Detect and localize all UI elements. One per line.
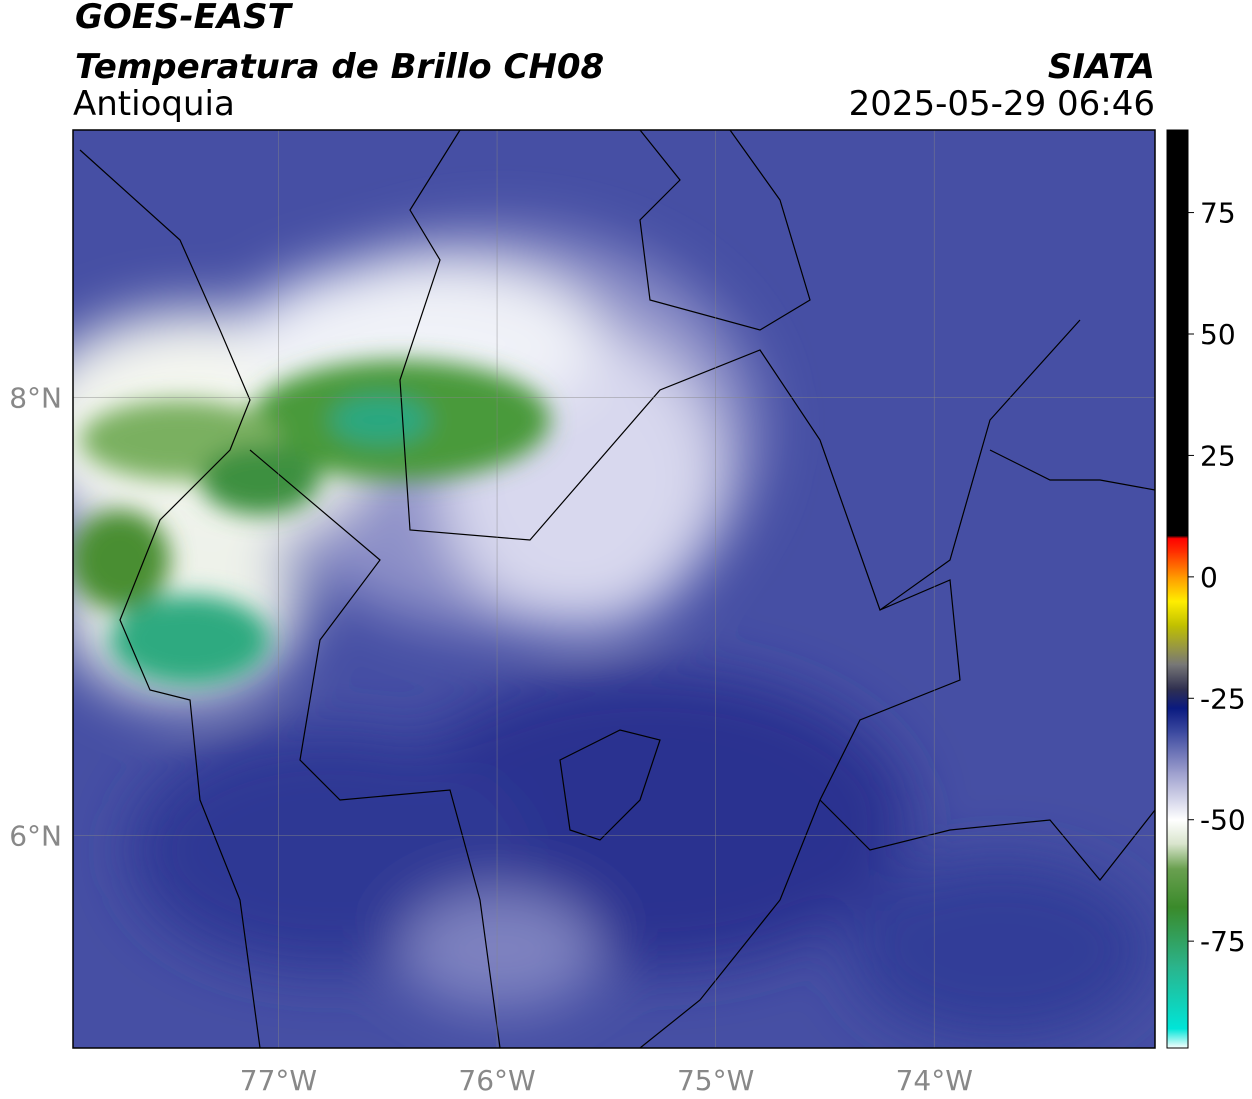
colorbar-segment (1167, 732, 1188, 772)
colorbar-tick-label: 75 (1200, 197, 1236, 230)
colorbar-tick-label: 25 (1200, 439, 1236, 472)
colorbar-frame (1166, 129, 1189, 1049)
datetime: 2025-05-29 06:46 (849, 84, 1155, 124)
colorbar-segment (1167, 965, 1188, 1030)
colorbar-segment (1167, 625, 1188, 665)
colorbar-segment (1167, 535, 1188, 539)
colorbar-tick-label: 50 (1200, 318, 1236, 351)
colorbar-segment (1167, 576, 1188, 602)
colorbar-tick-label: -50 (1200, 804, 1246, 837)
colorbar-segment (1167, 907, 1188, 966)
colorbar-tick-label: 0 (1200, 561, 1218, 594)
x-tick-label: 74°W (896, 1064, 973, 1097)
map-frame (72, 129, 1156, 1049)
colorbar-segment (1167, 708, 1188, 733)
colorbar-segment (1167, 844, 1188, 869)
colorbar-segment (1167, 552, 1188, 578)
colorbar-tick-label: -75 (1200, 925, 1246, 958)
region: Antioquia (73, 84, 235, 124)
colorbar-segment (1167, 664, 1188, 690)
title: GOES-EAST (75, 0, 294, 37)
colorbar-tick-label: -25 (1200, 682, 1246, 715)
colorbar-segment (1167, 538, 1188, 554)
colorbar-segment (1167, 688, 1188, 709)
y-tick-label: 6°N (9, 819, 62, 852)
x-tick-label: 76°W (458, 1064, 535, 1097)
map-field (73, 130, 1155, 1048)
x-tick-label: 75°W (677, 1064, 754, 1097)
colorbar-segment (1167, 130, 1188, 537)
source: SIATA (1048, 47, 1155, 87)
colorbar-segment (1167, 601, 1188, 626)
colorbar-segment (1167, 819, 1188, 845)
colorbar-segment (1167, 868, 1188, 908)
colorbar-segment (1167, 771, 1188, 821)
x-tick-label: 77°W (240, 1064, 317, 1097)
colorbar-segment (1167, 1028, 1188, 1049)
subtitle: Temperatura de Brillo CH08 (75, 47, 604, 87)
y-tick-label: 8°N (9, 381, 62, 414)
